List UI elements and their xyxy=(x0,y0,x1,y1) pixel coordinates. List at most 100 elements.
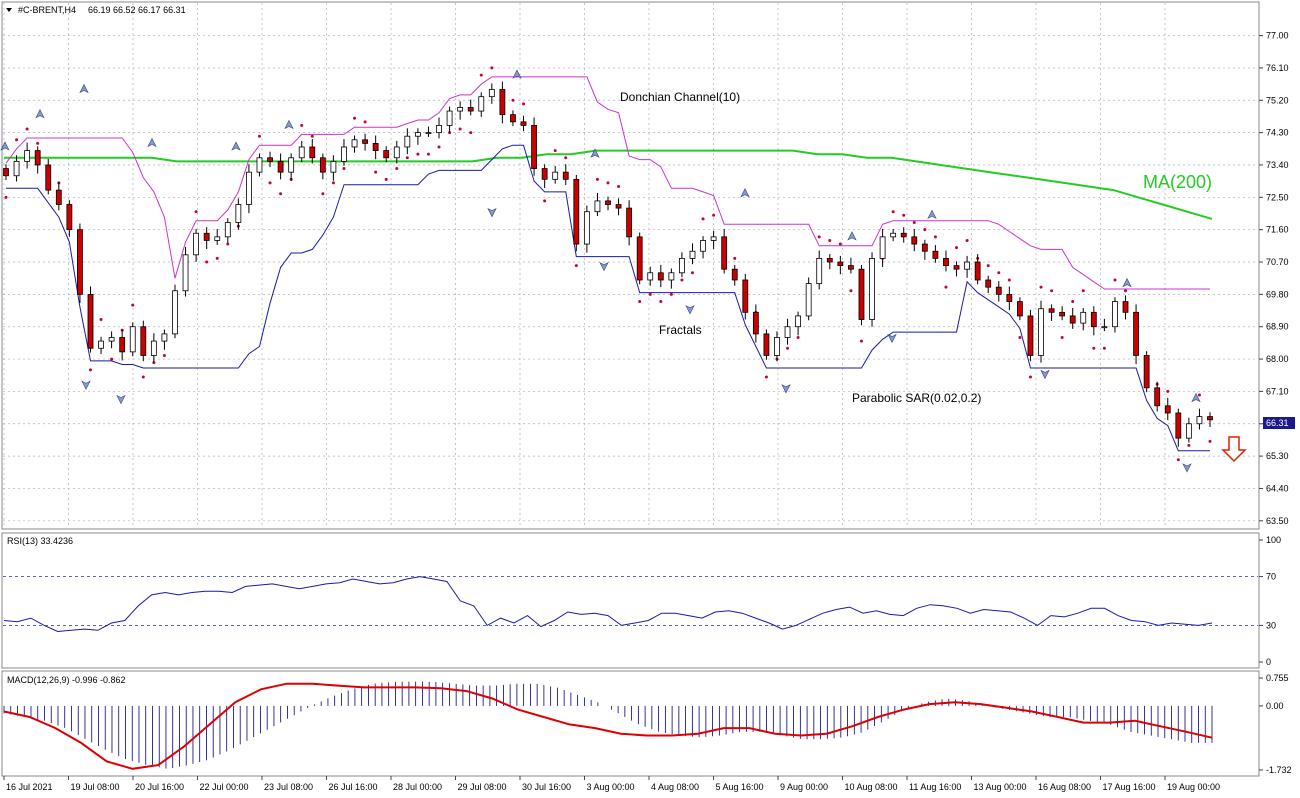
candle-body xyxy=(520,121,527,126)
candle-body xyxy=(510,114,516,123)
candle-body xyxy=(24,150,31,162)
candle-body xyxy=(267,157,273,162)
candle-body xyxy=(657,272,664,281)
candle-body xyxy=(182,254,189,292)
candle-body xyxy=(488,89,495,98)
sar-dot xyxy=(25,127,29,131)
rsi-tick-label: 0 xyxy=(1266,657,1271,667)
sar-dot xyxy=(712,213,716,217)
macd-panel[interactable] xyxy=(1,670,1260,777)
candle-body xyxy=(573,178,580,245)
candle-body xyxy=(309,146,316,159)
candle-body xyxy=(34,150,41,166)
candle-body xyxy=(583,211,590,245)
candle-body xyxy=(161,333,168,342)
time-tick-label: 16 Aug 08:00 xyxy=(1038,782,1091,792)
ohlc-label: 66.19 66.52 66.17 66.31 xyxy=(88,5,186,15)
candle-body xyxy=(414,132,421,137)
candle-body xyxy=(689,250,696,259)
candle-body xyxy=(731,268,738,281)
candle-body xyxy=(1164,405,1171,414)
price-y-axis: 77.00 76.10 75.20 74.30 73.40 72.50 71.60 70.70… xyxy=(1259,31,1289,526)
time-tick-label: 29 Jul 08:00 xyxy=(458,782,507,792)
macd-series xyxy=(3,681,1213,770)
fractal-up-icon xyxy=(590,148,600,158)
candle-body xyxy=(172,290,178,335)
fractal-up-icon xyxy=(1122,277,1132,288)
sar-dot xyxy=(849,289,853,293)
sar-dot xyxy=(405,156,409,160)
sar-dot xyxy=(923,228,927,232)
sar-dot xyxy=(310,134,314,138)
price-panel[interactable] xyxy=(1,1,1260,530)
price-tick-label: 71.60 xyxy=(1266,225,1289,235)
fractal-down-icon xyxy=(1040,369,1050,380)
sar-dot xyxy=(194,210,198,214)
candle-body xyxy=(541,168,548,180)
candle-body xyxy=(467,107,474,112)
candle-body xyxy=(1048,308,1055,313)
candle-body xyxy=(1175,412,1182,439)
candle-body xyxy=(193,232,200,256)
fractal-down-icon xyxy=(781,384,791,394)
fractal-down-icon xyxy=(1182,463,1192,473)
sar-dot xyxy=(680,278,684,282)
sar-dot xyxy=(226,242,230,246)
candle-body xyxy=(700,240,706,252)
candle-body xyxy=(404,135,411,148)
rsi-panel[interactable] xyxy=(1,532,1260,669)
sar-dot xyxy=(1102,346,1106,350)
candle-body xyxy=(869,258,875,320)
time-tick-label: 17 Aug 16:00 xyxy=(1103,782,1156,792)
sar-dot xyxy=(1050,289,1054,293)
sar-dot xyxy=(1208,439,1212,443)
candle-body xyxy=(890,232,897,238)
candle-body xyxy=(436,125,442,134)
fractal-down-icon xyxy=(487,208,497,218)
sar-dot xyxy=(437,145,441,149)
candle-body xyxy=(668,272,675,281)
sar-dot xyxy=(617,185,621,189)
sar-dot xyxy=(88,368,92,372)
time-tick-label: 23 Jul 08:00 xyxy=(264,782,313,792)
candle-body xyxy=(1027,315,1034,356)
sar-dot xyxy=(902,213,906,217)
sar-dot xyxy=(786,346,790,350)
sar-dot xyxy=(363,120,367,124)
macd-y-axis: 0.755 0.00 -1.732 xyxy=(1259,673,1292,775)
candle-body xyxy=(626,207,633,238)
fractal-up-icon xyxy=(147,137,157,148)
price-tick-label: 70.70 xyxy=(1266,257,1289,267)
time-tick-label: 13 Aug 00:00 xyxy=(974,782,1027,792)
time-tick-label: 20 Jul 16:00 xyxy=(135,782,184,792)
sar-dot xyxy=(1197,393,1201,397)
sar-dot xyxy=(606,181,610,185)
rsi-series xyxy=(3,576,1258,633)
candle-body xyxy=(837,261,844,267)
sar-dot xyxy=(701,217,705,221)
sar-dot xyxy=(426,152,430,156)
sar-dot xyxy=(764,375,768,379)
candle-body xyxy=(1185,423,1192,439)
menu-triangle-icon[interactable] xyxy=(6,8,12,12)
ma200-line xyxy=(4,149,1213,220)
candle-body xyxy=(679,258,685,274)
price-tick-label: 72.50 xyxy=(1266,192,1289,202)
sar-dot xyxy=(1060,335,1064,339)
candle-body xyxy=(900,232,907,238)
candle-body xyxy=(478,96,485,112)
candle-body xyxy=(879,236,886,259)
candle-body xyxy=(1038,308,1044,356)
candle-body xyxy=(1112,301,1118,328)
candle-body xyxy=(1133,311,1139,356)
sar-dot xyxy=(912,220,916,224)
price-tick-label: 68.90 xyxy=(1266,322,1289,332)
sar-dot xyxy=(859,339,863,343)
sar-dot xyxy=(933,235,937,239)
donchian-upper-line xyxy=(5,76,1210,290)
candle-body xyxy=(87,293,94,349)
candle-body xyxy=(98,340,104,349)
price-tick-label: 65.30 xyxy=(1266,451,1289,461)
rsi-tick-label: 30 xyxy=(1266,620,1276,630)
